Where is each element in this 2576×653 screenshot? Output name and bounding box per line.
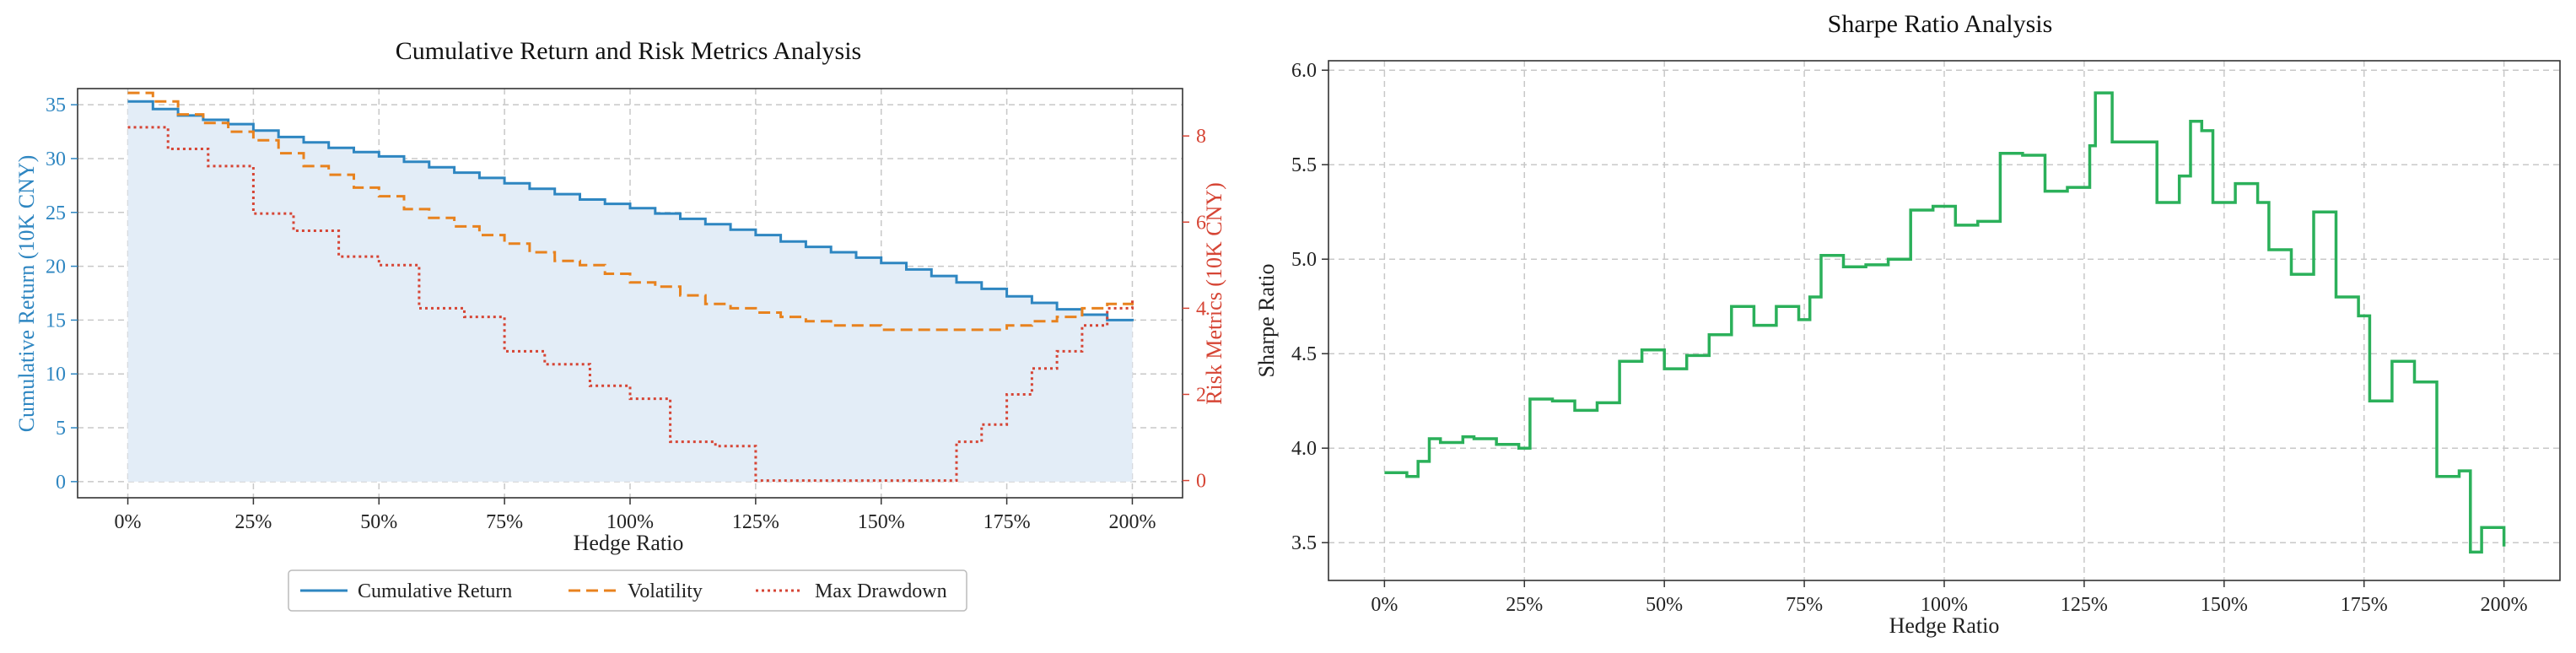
right-x-axis-label: Hedge Ratio: [1889, 613, 2000, 638]
line-cumulative-return: [127, 100, 1134, 321]
left-chart-title: Cumulative Return and Risk Metrics Analy…: [396, 37, 861, 65]
left-y-tick-label: 0: [56, 472, 66, 494]
legend-label-volatility: Volatility: [628, 580, 703, 602]
right-x-ticks: 0% 25% 50% 75% 100% 125% 150% 175% 200%: [1371, 580, 2528, 616]
legend-box: [288, 569, 967, 612]
right-plot-frame: [1328, 60, 2561, 581]
left-y-tick-label: 30: [46, 148, 66, 170]
right-y-tick-label: 4.5: [1291, 343, 1317, 365]
right-x-tick-label: 150%: [2201, 594, 2248, 616]
left-x-tick-label: 100%: [606, 511, 654, 533]
line-volatility: [127, 91, 1134, 332]
left-y2-tick-label: 2: [1196, 384, 1206, 406]
left-y2-tick-label: 8: [1196, 126, 1206, 148]
right-grid: [1328, 61, 2560, 580]
legend-label-cumulative-return: Cumulative Return: [358, 580, 512, 602]
left-x-ticks: 0% 25% 50% 75% 100% 125% 150% 175% 200%: [115, 498, 1156, 533]
right-y-ticks: 3.5 4.0 4.5 5.0 5.5 6.0: [1291, 60, 1328, 554]
right-y-axis-label: Sharpe Ratio: [1254, 263, 1279, 377]
right-x-tick-label: 0%: [1371, 594, 1398, 616]
left-x-tick-label: 150%: [858, 511, 905, 533]
right-y-tick-label: 4.0: [1291, 438, 1317, 460]
right-y-tick-label: 3.5: [1291, 532, 1317, 554]
left-y-tick-label: 5: [56, 418, 66, 440]
left-x-tick-label: 50%: [360, 511, 397, 533]
left-series-lines: [127, 91, 1134, 483]
left-y-tick-label: 10: [46, 364, 66, 386]
left-y2-tick-label: 0: [1196, 471, 1206, 493]
left-y2-tick-label: 6: [1196, 212, 1206, 234]
right-x-tick-label: 200%: [2481, 594, 2528, 616]
right-x-tick-label: 125%: [2061, 594, 2108, 616]
left-y-tick-label: 20: [46, 256, 66, 278]
line-sharpe-ratio: [1384, 91, 2506, 554]
line-max-drawdown: [127, 126, 1134, 483]
left-y-tick-label: 35: [46, 94, 66, 116]
left-x-tick-label: 0%: [115, 511, 142, 533]
legend-label-max-drawdown: Max Drawdown: [815, 580, 947, 602]
right-x-tick-label: 100%: [1921, 594, 1968, 616]
right-chart-title: Sharpe Ratio Analysis: [1828, 10, 2053, 38]
right-series-lines: [1384, 91, 2506, 554]
sharpe-ratio-chart: Sharpe Ratio Analysis 0% 25% 50% 75% 100% 125…: [1254, 10, 2561, 638]
right-x-tick-label: 25%: [1506, 594, 1543, 616]
left-y2-tick-label: 4: [1196, 298, 1206, 320]
left-y2-ticks: 0 2 4 6 8: [1183, 126, 1206, 493]
left-y-axis-label: Cumulative Return (10K CNY): [14, 155, 39, 433]
left-x-tick-label: 25%: [234, 511, 272, 533]
right-x-tick-label: 175%: [2341, 594, 2388, 616]
left-x-tick-label: 175%: [984, 511, 1031, 533]
left-x-axis-label: Hedge Ratio: [574, 531, 684, 555]
right-x-tick-label: 75%: [1786, 594, 1823, 616]
legend: Cumulative Return Volatility Max Drawdow…: [288, 569, 967, 612]
right-y-tick-label: 5.5: [1291, 154, 1317, 176]
right-y-tick-label: 6.0: [1291, 60, 1317, 82]
left-y-ticks: 0 5 10 15 20 25 30 35: [46, 94, 78, 494]
cumulative-return-chart: Cumulative Return and Risk Metrics Analy…: [14, 37, 1226, 612]
left-x-tick-label: 200%: [1108, 511, 1156, 533]
left-y2-axis-label: Risk Metrics (10K CNY): [1202, 182, 1226, 405]
right-y-tick-label: 5.0: [1291, 249, 1317, 271]
left-y-tick-label: 15: [46, 310, 66, 332]
left-y-tick-label: 25: [46, 202, 66, 224]
right-x-tick-label: 50%: [1646, 594, 1683, 616]
left-x-tick-label: 125%: [732, 511, 779, 533]
left-x-tick-label: 75%: [486, 511, 523, 533]
